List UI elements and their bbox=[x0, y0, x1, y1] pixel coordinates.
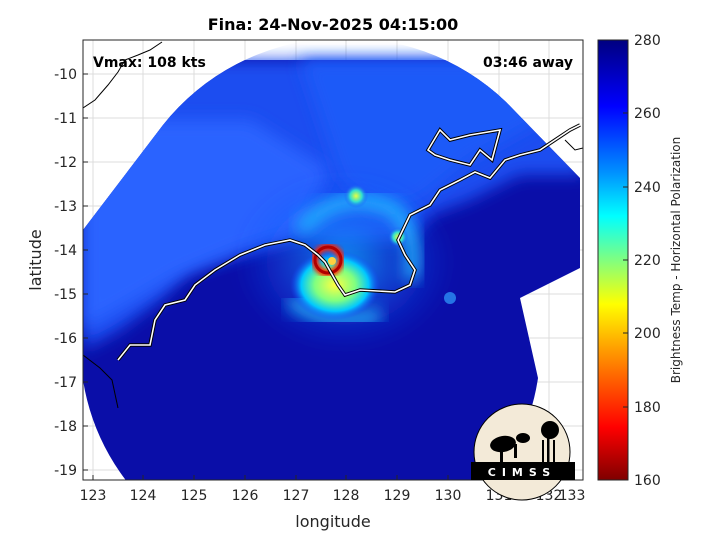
x-tick-label: 129 bbox=[384, 488, 411, 504]
colorbar-tick-label: 240 bbox=[634, 180, 661, 196]
colorbar-tick-label: 180 bbox=[634, 400, 661, 416]
coastline bbox=[83, 41, 583, 409]
colorbar-tick-label: 280 bbox=[634, 33, 661, 49]
colorbar-tick-label: 220 bbox=[634, 253, 661, 269]
time-away-annotation: 03:46 away bbox=[483, 55, 573, 71]
cimss-logo: CIMSS bbox=[471, 403, 575, 501]
colorbar-tick-label: 160 bbox=[634, 473, 661, 489]
x-tick-label: 123 bbox=[80, 488, 107, 504]
y-tick-label: -13 bbox=[54, 199, 77, 215]
x-tick-label: 124 bbox=[130, 488, 157, 504]
y-tick-labels: -10 -11 -12 -13 -14 -15 -16 -17 -18 -19 bbox=[54, 67, 77, 479]
vmax-annotation: Vmax: 108 kts bbox=[93, 55, 206, 71]
y-tick-label: -18 bbox=[54, 419, 77, 435]
y-tick-label: -14 bbox=[54, 243, 77, 259]
colorbar-tick-label: 260 bbox=[634, 106, 661, 122]
y-tick-label: -10 bbox=[54, 67, 77, 83]
y-tick-label: -12 bbox=[54, 155, 77, 171]
y-tick-label: -16 bbox=[54, 331, 77, 347]
y-tick-label: -15 bbox=[54, 287, 77, 303]
map-title: Fina: 24-Nov-2025 04:15:00 bbox=[208, 15, 459, 34]
x-tick-label: 126 bbox=[232, 488, 259, 504]
y-tick-label: -17 bbox=[54, 375, 77, 391]
storm-eye bbox=[311, 243, 345, 277]
x-tick-label: 128 bbox=[333, 488, 360, 504]
x-tick-label: 130 bbox=[435, 488, 462, 504]
y-tick-label: -11 bbox=[54, 111, 77, 127]
y-axis-label: latitude bbox=[26, 229, 45, 290]
x-tick-label: 133 bbox=[559, 488, 586, 504]
x-tick-label: 127 bbox=[283, 488, 310, 504]
colorbar-label: Brightness Temp - Horizontal Polarizatio… bbox=[669, 137, 683, 384]
logo-text: CIMSS bbox=[488, 466, 556, 479]
colorbar-tick-label: 200 bbox=[634, 326, 661, 342]
axes-frame bbox=[82, 39, 584, 481]
x-axis-label: longitude bbox=[295, 512, 370, 531]
colorbar: 280 260 240 220 200 180 160 Brightness T… bbox=[597, 33, 683, 489]
x-tick-label: 125 bbox=[181, 488, 208, 504]
y-tick-label: -19 bbox=[54, 463, 77, 479]
